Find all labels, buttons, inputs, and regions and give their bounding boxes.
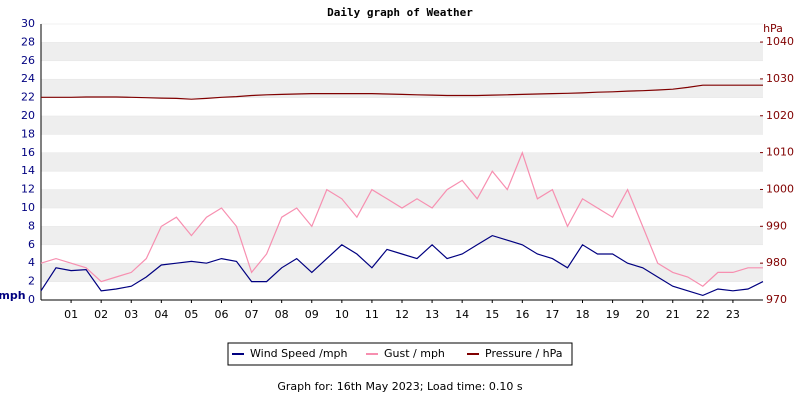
x-tick-label: 23 (726, 308, 740, 321)
y2-tick-label: 1020 (766, 109, 794, 122)
y-tick-label: 18 (21, 127, 35, 140)
x-tick-label: 07 (245, 308, 259, 321)
y2-tick-label: 1000 (766, 182, 794, 195)
y-tick-label: 10 (21, 201, 35, 214)
y-tick-label: 24 (21, 72, 35, 85)
y-tick-label: 28 (21, 35, 35, 48)
y-tick-label: 12 (21, 183, 35, 196)
grid-band (41, 263, 763, 282)
x-tick-label: 16 (515, 308, 529, 321)
y-tick-label: 0 (28, 293, 35, 306)
x-tick-label: 18 (576, 308, 590, 321)
x-tick-label: 11 (365, 308, 379, 321)
grid-band (41, 42, 763, 61)
x-tick-label: 08 (275, 308, 289, 321)
y-tick-label: 14 (21, 164, 35, 177)
legend-box (227, 342, 573, 366)
y-tick-label: 16 (21, 146, 35, 159)
legend-label: Gust / mph (384, 347, 445, 360)
x-tick-label: 22 (696, 308, 710, 321)
y-tick-label: 6 (28, 238, 35, 251)
x-tick-label: 03 (124, 308, 138, 321)
y2-tick-label: 980 (766, 256, 787, 269)
series-line (40, 234, 764, 297)
chart-title: Daily graph of Weather (327, 6, 473, 19)
y2-tick-label: 990 (766, 219, 787, 232)
footer: Graph for: 16th May 2023; Load time: 0.1… (277, 380, 523, 393)
grid-band (41, 189, 763, 208)
x-tick-label: 06 (215, 308, 229, 321)
x-tick-label: 12 (395, 308, 409, 321)
y2-axis-label: hPa (763, 22, 783, 35)
y-tick-label: 8 (28, 219, 35, 232)
x-tick-label: 02 (94, 308, 108, 321)
grid-band (41, 116, 763, 135)
series-line (41, 84, 763, 100)
x-tick-label: 14 (455, 308, 469, 321)
x-tick-label: 13 (425, 308, 439, 321)
legend-label: Wind Speed /mph (250, 347, 348, 360)
y-tick-label: 4 (28, 256, 35, 269)
x-tick-label: 04 (154, 308, 168, 321)
x-tick-label: 15 (485, 308, 499, 321)
x-tick-label: 20 (636, 308, 650, 321)
y2-tick-label: 1040 (766, 35, 794, 48)
legend-label: Pressure / hPa (485, 347, 563, 360)
y-tick-label: 26 (21, 54, 35, 67)
x-tick-label: 01 (64, 308, 78, 321)
grid-band (41, 152, 763, 172)
y-axis-label: mph (0, 289, 26, 302)
y-tick-label: 2 (28, 275, 35, 288)
series-line (40, 151, 763, 287)
x-tick-label: 05 (184, 308, 198, 321)
y-tick-label: 30 (21, 17, 35, 30)
x-tick-label: 10 (335, 308, 349, 321)
y2-tick-label: 1010 (766, 146, 794, 159)
x-tick-label: 09 (305, 308, 319, 321)
y2-tick-label: 1030 (766, 72, 794, 85)
y2-tick-label: 970 (766, 293, 787, 306)
x-tick-label: 21 (666, 308, 680, 321)
grid-band (41, 226, 763, 245)
x-tick-label: 17 (545, 308, 559, 321)
y-tick-label: 22 (21, 91, 35, 104)
y-tick-label: 20 (21, 109, 35, 122)
x-tick-label: 19 (606, 308, 620, 321)
